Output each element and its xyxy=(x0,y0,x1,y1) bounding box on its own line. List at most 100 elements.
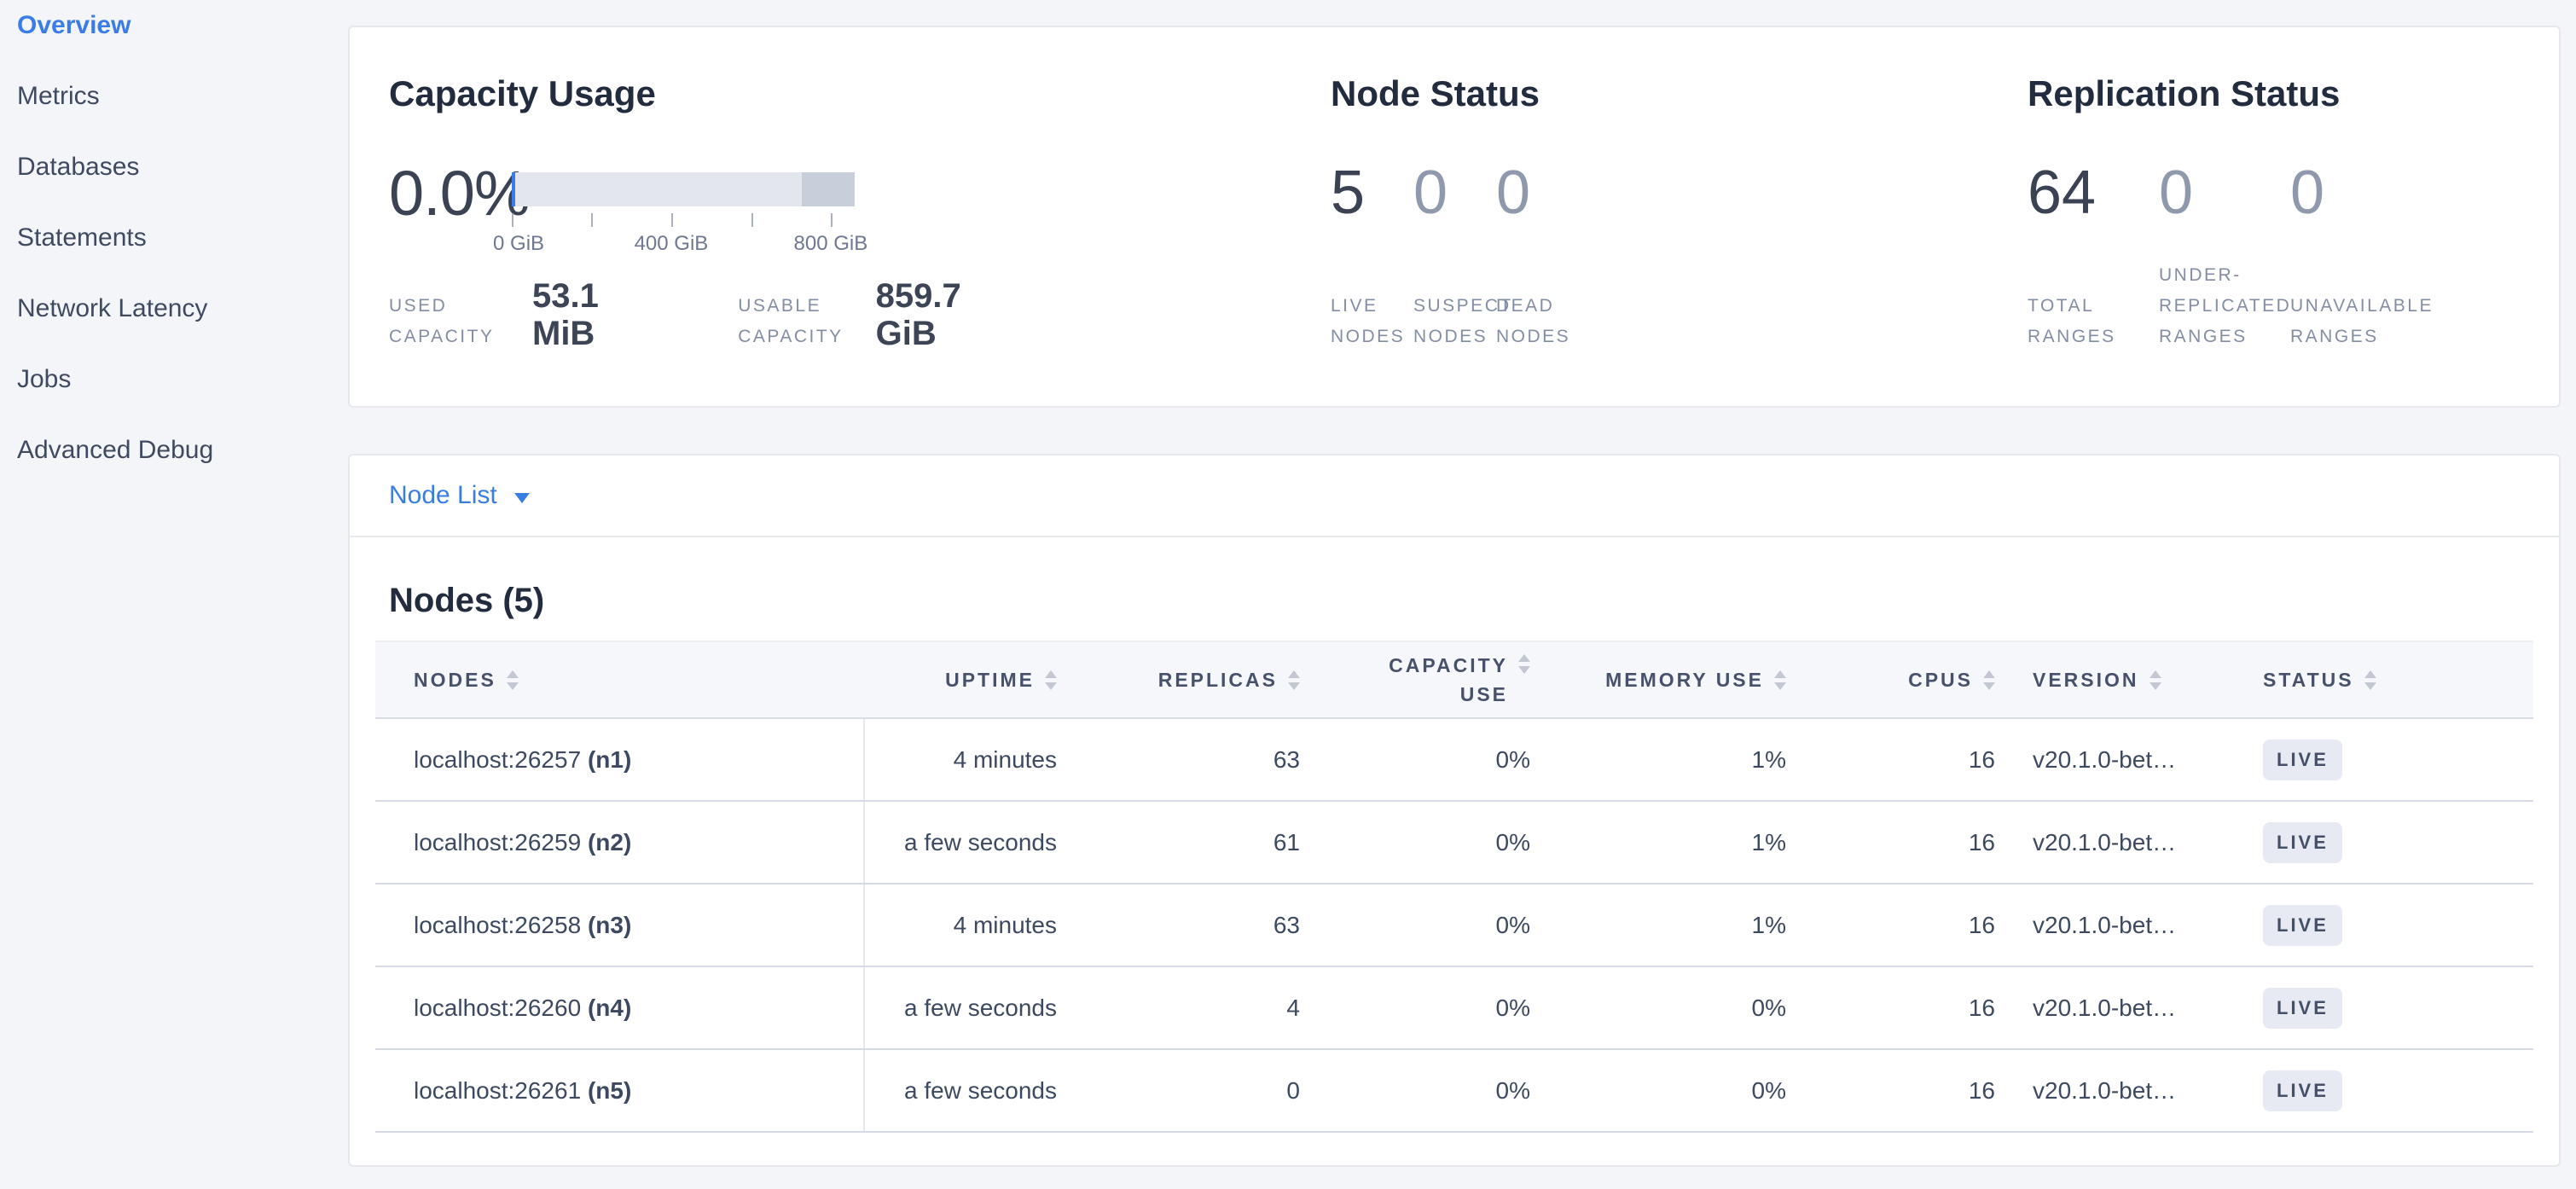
node-id: (n5) xyxy=(587,1076,632,1104)
caret-down-icon xyxy=(513,493,530,503)
uptime-cell: a few seconds xyxy=(864,1049,1069,1133)
column-header-nodes-label: NODES xyxy=(414,669,496,692)
capacity-metrics-row: USED CAPACITY 53.1 MiB USABLE CAPACITY 8… xyxy=(389,277,1024,352)
status-badge: LIVE xyxy=(2263,904,2342,946)
capacity-use-cell: 0% xyxy=(1312,1049,1542,1133)
capacity-gauge-bar xyxy=(512,172,855,206)
live-nodes-metric: 5 LIVE NODES xyxy=(1331,160,1413,352)
node-status-section: Node Status 5 LIVE NODES 0 SUSPECT NODES… xyxy=(1331,70,2028,406)
replication-status-title: Replication Status xyxy=(2028,73,2341,113)
node-address[interactable]: localhost:26258 xyxy=(414,911,582,938)
nodes-table-header-row: NODES UPTIME REPLICAS CAPACITY USE MEMOR xyxy=(375,641,2533,719)
node-id: (n4) xyxy=(587,994,632,1021)
sidebar-item-network-latency[interactable]: Network Latency xyxy=(17,293,208,322)
capacity-gauge-ticks xyxy=(512,213,855,227)
live-nodes-label: LIVE NODES xyxy=(1331,296,1406,346)
capacity-percent: 0.0% xyxy=(389,158,531,229)
sort-icon xyxy=(1045,670,1057,691)
table-row-node-2[interactable]: localhost:26259 (n2) a few seconds 61 0%… xyxy=(375,801,2533,884)
status-cell: LIVE xyxy=(2237,1049,2533,1133)
capacity-gauge-used-tick xyxy=(512,172,515,206)
node-address[interactable]: localhost:26260 xyxy=(414,994,582,1021)
column-header-version[interactable]: VERSION xyxy=(2007,641,2237,719)
capacity-use-cell: 0% xyxy=(1312,718,1542,802)
version-cell: v20.1.0-bet… xyxy=(2007,884,2237,967)
capacity-usage-title: Capacity Usage xyxy=(389,73,656,113)
sidebar-item-overview[interactable]: Overview xyxy=(17,10,131,39)
dead-nodes-value: 0 xyxy=(1496,159,1531,227)
node-list-dropdown[interactable]: Node List xyxy=(389,481,530,510)
usable-capacity-value: 859.7 GiB xyxy=(875,277,961,352)
column-header-replicas-label: REPLICAS xyxy=(1157,669,1278,692)
table-row-node-4[interactable]: localhost:26260 (n4) a few seconds 4 0% … xyxy=(375,966,2533,1050)
replicas-cell: 0 xyxy=(1069,1049,1312,1133)
capacity-gauge-dark-segment xyxy=(801,172,855,206)
under-replicated-ranges-label: UNDER-REPLICATED RANGES xyxy=(2159,265,2292,346)
node-address[interactable]: localhost:26257 xyxy=(414,745,582,773)
usable-capacity-label: USABLE CAPACITY xyxy=(738,296,844,346)
memory-use-cell: 0% xyxy=(1542,966,1798,1050)
used-capacity-label: USED CAPACITY xyxy=(389,296,495,346)
replicas-cell: 61 xyxy=(1069,801,1312,884)
replication-status-section: Replication Status 64 TOTAL RANGES 0 UND… xyxy=(2028,70,2520,406)
node-address[interactable]: localhost:26261 xyxy=(414,1076,582,1104)
sidebar-item-databases[interactable]: Databases xyxy=(17,152,140,181)
suspect-nodes-metric: 0 SUSPECT NODES xyxy=(1413,160,1513,352)
capacity-usage-body: 0.0% xyxy=(389,158,1024,353)
capacity-gauge: 0 GiB 400 GiB 800 GiB xyxy=(493,172,867,258)
column-header-replicas[interactable]: REPLICAS xyxy=(1069,641,1312,719)
total-ranges-value: 64 xyxy=(2028,159,2097,227)
sort-icon xyxy=(1774,670,1786,691)
table-row-node-5[interactable]: localhost:26261 (n5) a few seconds 0 0% … xyxy=(375,1049,2533,1133)
unavailable-ranges-label: UNAVAILABLE RANGES xyxy=(2290,296,2434,346)
status-badge: LIVE xyxy=(2263,987,2342,1029)
status-badge: LIVE xyxy=(2263,821,2342,863)
sidebar-item-jobs[interactable]: Jobs xyxy=(17,364,72,393)
status-cell: LIVE xyxy=(2237,718,2533,802)
capacity-use-cell: 0% xyxy=(1312,801,1542,884)
unavailable-ranges-metric: 0 UNAVAILABLE RANGES xyxy=(2290,159,2434,352)
node-id: (n2) xyxy=(587,828,632,856)
version-cell: v20.1.0-bet… xyxy=(2007,1049,2237,1133)
sort-icon xyxy=(1983,670,1995,691)
replicas-cell: 63 xyxy=(1069,718,1312,802)
version-cell: v20.1.0-bet… xyxy=(2007,801,2237,884)
suspect-nodes-label: SUSPECT NODES xyxy=(1413,296,1513,346)
column-header-uptime-label: UPTIME xyxy=(945,669,1035,692)
sort-icon xyxy=(506,670,519,691)
sidebar-item-statements[interactable]: Statements xyxy=(17,223,147,252)
column-header-capacity-use[interactable]: CAPACITY USE xyxy=(1312,641,1542,719)
column-header-memory-use[interactable]: MEMORY USE xyxy=(1542,641,1798,719)
uptime-cell: 4 minutes xyxy=(864,884,1069,967)
cpus-cell: 16 xyxy=(1798,718,2007,802)
sidebar-item-metrics[interactable]: Metrics xyxy=(17,81,100,110)
column-header-capacity-use-label: CAPACITY USE xyxy=(1389,654,1508,705)
column-header-status[interactable]: STATUS xyxy=(2237,641,2533,719)
uptime-cell: a few seconds xyxy=(864,801,1069,884)
gauge-label-800: 800 GiB xyxy=(793,232,868,255)
column-header-status-label: STATUS xyxy=(2263,669,2354,692)
uptime-cell: a few seconds xyxy=(864,966,1069,1050)
node-id: (n1) xyxy=(587,745,632,773)
node-list-card: Node List Nodes (5) NODES UPTIM xyxy=(348,454,2561,1167)
status-cell: LIVE xyxy=(2237,801,2533,884)
node-address[interactable]: localhost:26259 xyxy=(414,828,582,856)
unavailable-ranges-value: 0 xyxy=(2290,159,2325,227)
column-header-version-label: VERSION xyxy=(2033,669,2139,692)
memory-use-cell: 1% xyxy=(1542,801,1798,884)
node-id: (n3) xyxy=(587,911,632,938)
capacity-use-cell: 0% xyxy=(1312,966,1542,1050)
column-header-cpus[interactable]: CPUS xyxy=(1798,641,2007,719)
column-header-cpus-label: CPUS xyxy=(1908,669,1973,692)
status-cell: LIVE xyxy=(2237,884,2533,967)
column-header-uptime[interactable]: UPTIME xyxy=(864,641,1069,719)
column-header-nodes[interactable]: NODES xyxy=(375,641,864,719)
memory-use-cell: 1% xyxy=(1542,884,1798,967)
table-row-node-3[interactable]: localhost:26258 (n3) 4 minutes 63 0% 1% … xyxy=(375,884,2533,967)
nodes-table: NODES UPTIME REPLICAS CAPACITY USE MEMOR xyxy=(375,641,2533,1133)
sidebar-item-advanced-debug[interactable]: Advanced Debug xyxy=(17,435,214,464)
version-cell: v20.1.0-bet… xyxy=(2007,966,2237,1050)
table-row-node-1[interactable]: localhost:26257 (n1) 4 minutes 63 0% 1% … xyxy=(375,718,2533,802)
total-ranges-label: TOTAL RANGES xyxy=(2028,296,2116,346)
sort-icon xyxy=(2364,670,2376,691)
